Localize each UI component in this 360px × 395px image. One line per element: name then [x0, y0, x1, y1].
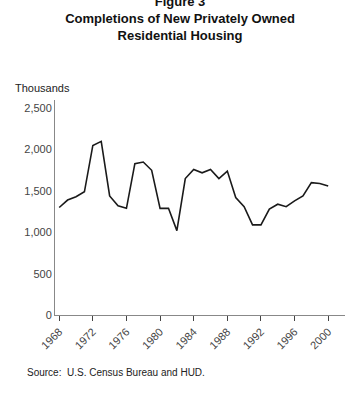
svg-text:1992: 1992	[240, 326, 266, 352]
svg-text:1972: 1972	[72, 326, 98, 352]
svg-text:Figure 3Completions of New Pri: Figure 3Completions of New Privately Own…	[65, 0, 295, 43]
svg-text:1,000: 1,000	[24, 226, 52, 238]
svg-text:2000: 2000	[308, 326, 334, 352]
svg-text:1996: 1996	[274, 326, 300, 352]
svg-text:2,000: 2,000	[24, 143, 52, 155]
svg-text:1,500: 1,500	[24, 185, 52, 197]
svg-text:2,500: 2,500	[24, 102, 52, 114]
svg-text:1988: 1988	[207, 326, 233, 352]
svg-text:1976: 1976	[106, 326, 132, 352]
svg-text:1968: 1968	[39, 326, 65, 352]
svg-text:500: 500	[33, 268, 51, 280]
svg-text:Source: U.S. Census Bureau an: Source: U.S. Census Bureau and HUD.	[27, 367, 205, 378]
svg-text:1980: 1980	[140, 326, 166, 352]
svg-text:Thousands: Thousands	[15, 82, 70, 94]
svg-text:1984: 1984	[173, 326, 199, 352]
svg-text:0: 0	[46, 309, 52, 321]
